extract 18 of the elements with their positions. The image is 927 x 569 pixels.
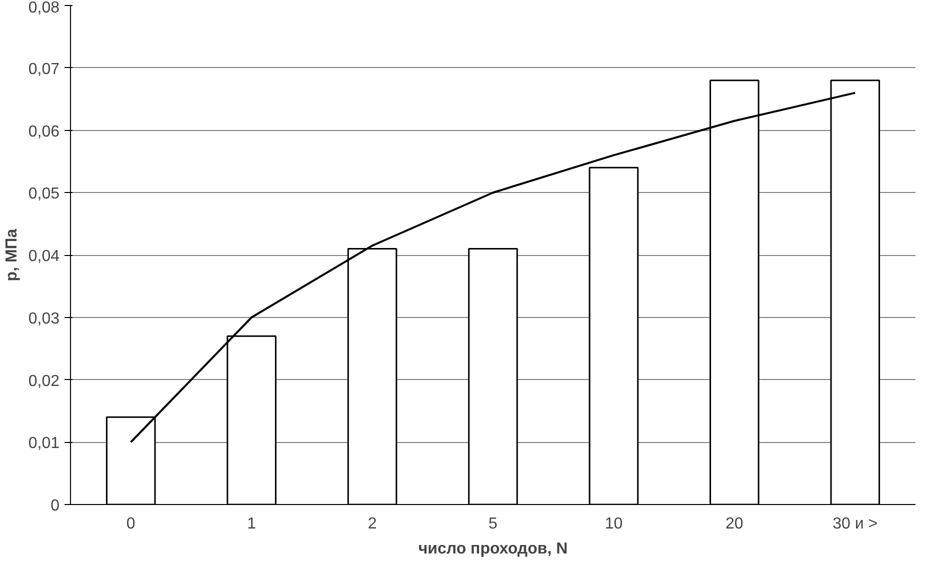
y-tick-label: 0,06 [28,123,60,140]
y-tick-label: 0,08 [28,0,60,16]
y-tick-label: 0,05 [28,186,60,203]
y-tick-label: 0,02 [28,372,60,390]
x-tick-label: 5 [488,516,498,532]
y-tick-label: 0,03 [28,310,60,328]
x-tick-label: 30 и > [832,516,878,532]
x-tick-label: 2 [368,516,377,532]
y-tick-label: 0,04 [28,248,60,265]
y-tick-label: 0,01 [28,435,60,452]
x-tick-label: 10 [604,516,623,532]
x-tick-label: 1 [247,516,256,532]
y-tick-label: 0,07 [28,60,60,78]
y-tick-label: 0 [50,498,60,514]
y-axis-title: p, МПа [3,228,20,282]
x-tick-label: 0 [126,516,136,532]
x-axis-title: число проходов, N [418,540,568,558]
x-tick-label: 20 [726,516,744,532]
